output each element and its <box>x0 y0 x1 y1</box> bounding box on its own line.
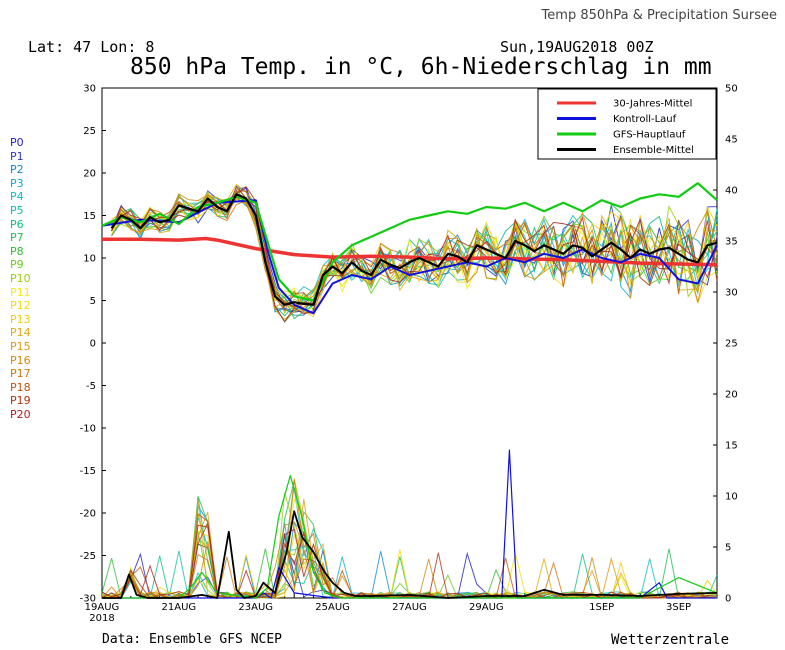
x-tick-label: 21AUG <box>162 602 197 613</box>
member-temp-line <box>111 186 718 308</box>
member-label: P2 <box>10 163 24 177</box>
series-ensemble-mittel <box>110 193 718 306</box>
y-right-tick-label: 5 <box>725 543 731 554</box>
x-tick-year: 2018 <box>89 613 114 624</box>
x-tick-label: 3SEP <box>666 602 691 613</box>
member-label: P4 <box>10 190 24 204</box>
plot-frame <box>101 87 718 599</box>
y-left-tick-label: -25 <box>80 551 96 562</box>
member-label: P8 <box>10 244 24 258</box>
member-label: P20 <box>10 407 31 421</box>
chart-title: 850 hPa Temp. in °C, 6h-Niederschlag in … <box>130 54 712 80</box>
y-right-tick-label: 30 <box>725 288 738 299</box>
y-left-tick-label: 0 <box>90 339 96 350</box>
member-label: P14 <box>10 326 31 340</box>
series-ensemble-mittel-niederschlag <box>102 510 718 599</box>
y-right-tick-label: 15 <box>725 441 738 452</box>
x-tick-label: 1SEP <box>589 602 614 613</box>
y-left-tick-label: 5 <box>90 296 96 307</box>
axis-ticks: 302520151050-5-10-15-20-25-3050454035302… <box>80 84 738 605</box>
y-right-tick-label: 50 <box>725 84 738 95</box>
series-gfs-hauptlauf-niederschlag <box>102 475 718 599</box>
y-left-tick-label: 15 <box>83 211 96 222</box>
legend-label: Kontroll-Lauf <box>613 114 677 125</box>
member-label: P18 <box>10 380 31 394</box>
series-30-jahres-mittel <box>102 236 718 267</box>
member-label: P15 <box>10 339 31 353</box>
y-right-tick-label: 45 <box>725 135 738 146</box>
legend-label: GFS-Hauptlauf <box>613 130 686 141</box>
y-left-tick-label: 20 <box>83 169 96 180</box>
member-label: P6 <box>10 217 24 231</box>
member-label: P17 <box>10 367 31 381</box>
run-date: Sun,19AUG2018 00Z <box>500 38 654 56</box>
y-right-tick-label: 0 <box>725 594 731 605</box>
y-right-tick-label: 20 <box>725 390 738 401</box>
y-left-tick-label: -30 <box>80 594 96 605</box>
y-right-tick-label: 40 <box>725 186 738 197</box>
member-list: P0 P1 P2 P3 P4 P5 P6 P7 P8 P9 P10 P11 P12 P13 P14 P15 P1… <box>10 136 31 421</box>
member-label: P9 <box>10 258 24 272</box>
member-label: P19 <box>10 394 31 408</box>
member-label: P0 <box>10 136 24 149</box>
member-precip-line <box>102 500 717 599</box>
member-temp-line <box>111 183 718 320</box>
y-right-tick-label: 35 <box>725 237 738 248</box>
data-source: Data: Ensemble GFS NCEP <box>102 632 283 647</box>
y-left-tick-label: -20 <box>80 509 96 520</box>
x-tick-label: 29AUG <box>469 602 504 613</box>
brand-name: Wetterzentrale <box>611 632 730 648</box>
y-left-tick-label: 25 <box>83 126 96 137</box>
legend-label: Ensemble-Mittel <box>613 145 694 156</box>
legend: 30-Jahres-Mittel Kontroll-Lauf GFS-Hauptla… <box>537 88 717 160</box>
member-label: P16 <box>10 353 31 367</box>
member-label: P13 <box>10 312 31 326</box>
series-kontroll-lauf <box>101 199 718 315</box>
y-left-tick-label: -5 <box>86 381 96 392</box>
y-left-tick-label: 10 <box>83 254 96 265</box>
series-gfs-hauptlauf <box>101 182 718 302</box>
member-label: P5 <box>10 203 24 217</box>
x-tick-label: 19AUG <box>85 602 120 613</box>
member-label: P10 <box>10 271 31 285</box>
x-tick-label: 27AUG <box>392 602 427 613</box>
legend-label: 30-Jahres-Mittel <box>613 99 692 110</box>
main-series <box>101 182 718 599</box>
y-right-tick-label: 10 <box>725 492 738 503</box>
y-right-tick-label: 25 <box>725 339 738 350</box>
x-tick-label: 25AUG <box>315 602 350 613</box>
x-tick-label: 23AUG <box>238 602 273 613</box>
y-left-tick-label: -10 <box>80 424 96 435</box>
member-label: P7 <box>10 231 24 245</box>
y-left-tick-label: -15 <box>80 466 96 477</box>
y-left-tick-label: 30 <box>83 84 96 95</box>
location-coords: Lat: 47 Lon: 8 <box>28 38 155 56</box>
ensemble-members <box>101 183 718 600</box>
member-label: P11 <box>10 285 31 299</box>
legend-box <box>537 88 717 160</box>
site-title: Temp 850hPa & Precipitation Sursee <box>541 8 777 23</box>
member-label: P12 <box>10 299 31 313</box>
member-label: P1 <box>10 149 24 163</box>
member-label: P3 <box>10 176 24 190</box>
